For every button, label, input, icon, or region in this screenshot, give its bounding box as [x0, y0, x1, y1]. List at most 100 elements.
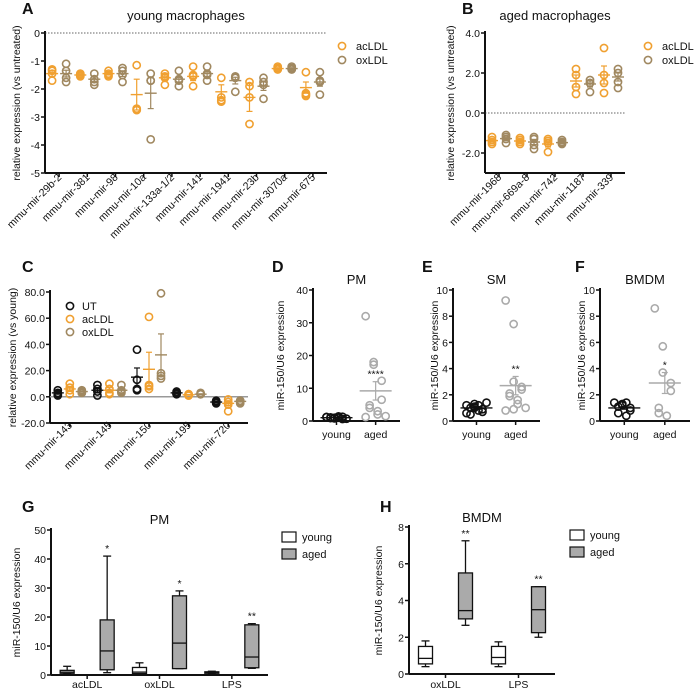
panel-G: 50 40 30 20 10 0 miR-150/U6 expression PM GacLDL…: [11, 499, 332, 691]
y-tick-label: 10: [296, 383, 308, 395]
y-tick-label: 20: [296, 351, 308, 363]
data-point: [53, 389, 63, 399]
panel-letter: F: [575, 259, 585, 276]
y-tick-label: 0.0: [30, 392, 45, 404]
y-tick-label: 8: [589, 311, 595, 323]
y-tick-label: 8: [398, 522, 404, 534]
data-point: [373, 410, 383, 419]
y-tick-label: 20.0: [25, 366, 46, 378]
data-point: [259, 94, 268, 104]
data-point: [377, 395, 387, 405]
y-tick-label: 0.0: [465, 108, 480, 120]
y-tick-label: 8: [442, 311, 448, 323]
data-point: [104, 70, 113, 80]
legend-label: aged: [302, 549, 326, 561]
significance-marker: **: [461, 528, 469, 540]
significance-marker: *: [663, 360, 667, 372]
y-tick-label: -2: [31, 84, 40, 96]
legend-marker: [643, 41, 653, 51]
y-tick-label: -20.0: [21, 418, 45, 430]
box-young: [131, 666, 148, 675]
significance-marker: *: [177, 578, 181, 590]
chart-title: PM: [347, 272, 367, 287]
legend-label: oxLDL: [662, 55, 694, 67]
x-tick-label: aged: [504, 429, 528, 441]
data-point: [482, 398, 491, 408]
data-point: [521, 403, 531, 413]
data-point: [47, 76, 57, 85]
legend-label: oxLDL: [82, 327, 114, 339]
data-point: [501, 406, 511, 415]
y-tick-label: 2: [398, 632, 404, 644]
chart-title: SM: [487, 272, 507, 287]
y-tick-label: 4.0: [465, 28, 480, 40]
chart-title: young macrophages: [127, 8, 245, 23]
y-axis-label: relative expression (vs untreated): [445, 25, 457, 180]
panel-letter: B: [462, 1, 474, 18]
legend-label: UT: [82, 301, 97, 313]
y-tick-label: 2: [442, 390, 448, 402]
data-point: [658, 341, 668, 351]
data-point: [172, 389, 181, 399]
data-point: [174, 66, 184, 76]
panel-letter: E: [422, 259, 433, 276]
data-point: [301, 67, 311, 77]
legend-swatch: [281, 548, 297, 560]
y-tick-label: 0: [442, 416, 448, 428]
data-point: [361, 311, 371, 321]
legend-label: young: [302, 532, 332, 544]
data-point: [571, 64, 581, 74]
legend-marker: [337, 55, 347, 65]
panel-letter: A: [22, 1, 34, 18]
y-axis-label: miR-150/U6 expression: [429, 300, 441, 410]
x-tick-label: aged: [364, 429, 388, 441]
data-point: [146, 69, 156, 78]
data-point: [342, 414, 351, 424]
data-point: [654, 408, 664, 418]
panel-A: 0 -1 -2 -3 -4 -5 relative expression (vs untre…: [5, 1, 388, 241]
data-point: [650, 303, 660, 313]
y-tick-label: 0: [302, 416, 308, 428]
data-point: [230, 87, 240, 97]
y-tick-label: -3: [31, 112, 40, 124]
data-point: [202, 62, 212, 71]
legend-marker: [65, 327, 75, 337]
x-tick-label: young: [610, 429, 639, 441]
data-point: [216, 73, 226, 83]
x-tick-label: young: [462, 429, 491, 441]
data-point: [509, 404, 519, 414]
legend-marker: [643, 55, 653, 65]
x-tick-label: LPS: [222, 679, 242, 691]
data-point: [621, 411, 631, 421]
x-tick-label: young: [322, 429, 351, 441]
data-point: [462, 408, 471, 418]
data-point: [156, 288, 166, 298]
y-tick-label: 20: [34, 612, 46, 624]
data-point: [377, 376, 387, 386]
data-point: [365, 400, 375, 410]
y-tick-label: 0: [589, 416, 595, 428]
significance-marker: *: [105, 543, 109, 555]
x-tick-label: acLDL: [72, 679, 103, 691]
panel-letter: C: [22, 259, 34, 276]
y-tick-label: 2.0: [465, 68, 480, 80]
y-tick-label: 0: [40, 670, 46, 682]
panel-letter: G: [22, 499, 34, 516]
data-point: [223, 406, 233, 416]
box-aged: [99, 619, 115, 671]
y-axis-label: miR-150/U6 expression: [373, 545, 385, 655]
y-axis-label: miR-150/U6 expression: [11, 547, 23, 657]
data-point: [513, 395, 523, 405]
data-point: [361, 412, 371, 422]
legend-label: young: [590, 530, 620, 542]
y-tick-label: 10: [34, 641, 46, 653]
legend-marker: [65, 301, 75, 311]
data-point: [61, 77, 71, 87]
data-point: [132, 60, 142, 70]
x-tick-label: oxLDL: [144, 679, 175, 691]
legend-swatch: [281, 531, 297, 543]
y-tick-label: 30: [34, 583, 46, 595]
